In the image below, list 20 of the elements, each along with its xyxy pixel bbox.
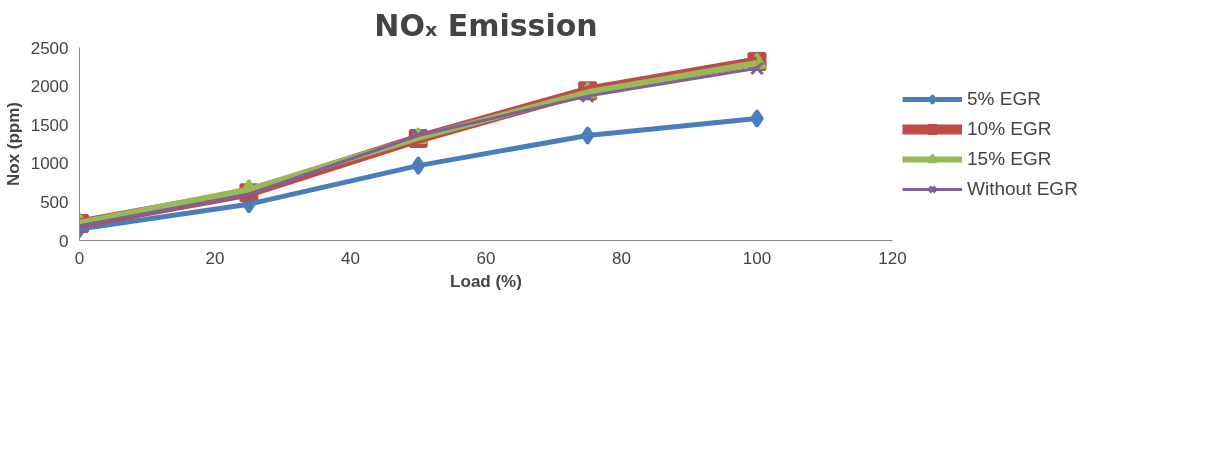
x-tick-label: 20 [205, 248, 225, 268]
legend-label: 10% EGR [967, 117, 1052, 140]
x-tick-label: 40 [341, 248, 360, 268]
x-tick-label: 0 [74, 248, 85, 268]
x-tick-label: 80 [612, 248, 631, 268]
y-tick-label: 1500 [30, 115, 69, 135]
y-tick-label: 2500 [30, 38, 69, 58]
y-axis-title: Nox (ppm) [3, 101, 23, 187]
x-tick-label: 100 [742, 248, 772, 268]
legend-label: 15% EGR [967, 147, 1052, 170]
y-tick-label: 0 [59, 231, 69, 251]
x-tick-label: 60 [476, 248, 496, 268]
y-tick-label: 1000 [30, 154, 69, 174]
x-tick-label: 120 [878, 248, 907, 268]
y-tick-label: 2000 [30, 77, 69, 97]
chart-title: NOₓ Emission [374, 7, 598, 43]
y-tick-label: 500 [40, 192, 69, 212]
legend-label: Without EGR [967, 177, 1078, 200]
x-axis-title: Load (%) [450, 271, 522, 291]
legend-label: 5% EGR [967, 87, 1041, 110]
